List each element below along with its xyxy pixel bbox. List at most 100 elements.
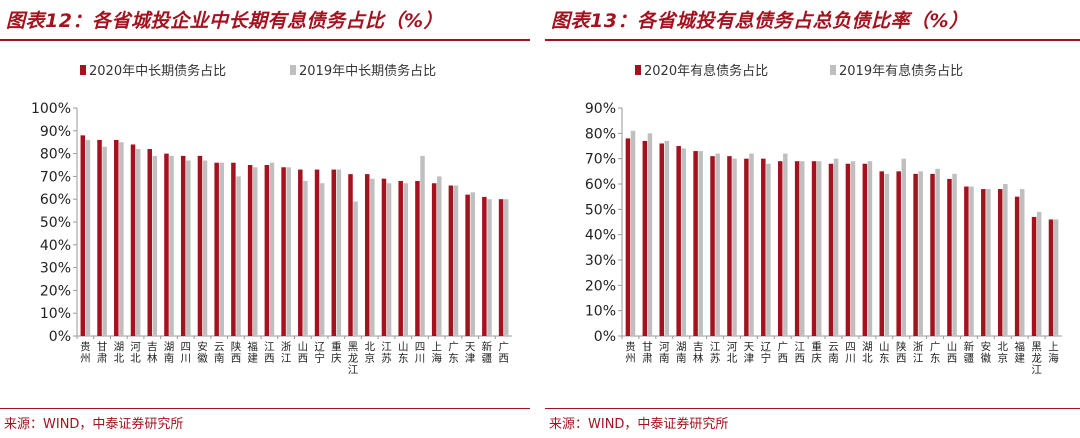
x-tick-label: 河北 (727, 341, 738, 365)
x-tick-label: 陕西 (231, 340, 242, 365)
bar-2020 (331, 169, 337, 336)
bar-2019 (1053, 219, 1059, 336)
bar-2020 (231, 162, 236, 336)
bar-2019 (453, 185, 459, 336)
y-tick-label: 60% (585, 177, 616, 193)
y-tick-label: 10% (585, 304, 616, 320)
bar-2019 (252, 167, 258, 336)
bar-2020 (727, 156, 732, 336)
x-tick-label: 天津 (744, 341, 755, 365)
x-tick-label: 四川 (181, 341, 192, 365)
bar-2020 (879, 171, 885, 336)
y-tick-label: 90% (585, 101, 616, 117)
bar-2020 (659, 143, 665, 336)
x-tick-label: 河北 (130, 341, 141, 365)
legend-label: 2020年有息债务占比 (644, 63, 768, 79)
bar-2020 (97, 139, 102, 336)
y-tick-label: 20% (585, 278, 616, 294)
x-tick-label: 新疆 (482, 340, 493, 365)
x-tick-label: 四川 (845, 341, 856, 365)
bar-2019 (319, 183, 325, 336)
bar-2019 (969, 186, 974, 336)
bar-2020 (676, 146, 681, 336)
bar-2019 (152, 155, 158, 336)
bar-2019 (386, 183, 392, 336)
bar-2020 (1014, 196, 1020, 336)
bar-2020 (114, 139, 119, 336)
x-tick-label: 甘肃 (97, 340, 108, 365)
x-tick-label: 福建 (247, 340, 258, 365)
y-tick-label: 20% (40, 283, 71, 299)
bar-2020 (761, 158, 766, 336)
chart-title: 图表12：各省城投企业中长期有息债务占比（%） (6, 10, 443, 32)
legend-swatch (635, 65, 641, 75)
bar-2020 (981, 189, 986, 336)
bar-2020 (693, 151, 698, 336)
legend-label: 2019年有息债务占比 (839, 63, 963, 79)
x-tick-label: 山西 (947, 341, 958, 365)
legend-label: 2019年中长期债务占比 (299, 63, 436, 79)
y-tick-label: 0% (594, 329, 616, 345)
bar-2019 (749, 153, 754, 336)
x-tick-label: 广东 (448, 341, 459, 365)
bar-2020 (197, 155, 203, 336)
bar-2019 (986, 189, 991, 336)
bar-2020 (997, 189, 1003, 336)
x-tick-label: 贵州 (625, 340, 636, 365)
x-tick-label: 江苏 (710, 341, 721, 365)
title-divider (545, 39, 1080, 41)
bar-2020 (862, 163, 868, 336)
bar-2019 (833, 158, 839, 336)
chart-panel-left: 图表12：各省城投企业中长期有息债务占比（%） 2020年中长期债务占比 2019… (0, 0, 530, 438)
x-tick-label: 陕西 (896, 340, 907, 365)
x-tick-label: 天津 (465, 341, 476, 365)
legend-swatch (830, 65, 836, 75)
x-tick-label: 甘肃 (642, 340, 653, 365)
x-tick-label: 上海 (431, 341, 442, 365)
bar-2020 (625, 138, 631, 336)
bar-2019 (952, 173, 957, 336)
x-tick-label: 吉林 (693, 341, 704, 365)
bar-2020 (710, 156, 715, 336)
y-tick-label: 70% (585, 152, 616, 168)
x-tick-label: 重庆 (811, 340, 822, 365)
y-tick-label: 70% (40, 169, 71, 185)
y-tick-label: 50% (40, 215, 71, 231)
chart-title: 图表13：各省城投有息债务占总负债比率（%） (551, 10, 969, 32)
bar-2019 (353, 201, 358, 336)
bar-2020 (811, 161, 817, 336)
x-tick-label: 山东 (398, 341, 409, 365)
bar-2020 (930, 173, 935, 336)
bar-2020 (642, 140, 648, 336)
y-tick-label: 30% (585, 253, 616, 269)
bar-2020 (164, 153, 169, 336)
bar-2020 (828, 163, 834, 336)
bar-2020 (415, 180, 420, 336)
x-tick-label: 河南 (659, 341, 670, 365)
bar-2019 (816, 161, 822, 336)
y-tick-label: 30% (40, 261, 71, 277)
x-tick-label: 山西 (298, 341, 309, 365)
bar-2020 (964, 186, 969, 336)
bar-2019 (135, 149, 141, 336)
x-tick-label: 黑龙江 (348, 341, 359, 376)
bar-2019 (766, 163, 771, 336)
bar-2019 (186, 160, 191, 336)
bar-2019 (630, 130, 636, 336)
x-tick-label: 云南 (828, 341, 839, 365)
bar-2020 (465, 194, 470, 336)
y-tick-label: 100% (31, 101, 71, 117)
bar-2020 (364, 174, 370, 336)
x-tick-label: 北京 (365, 341, 376, 365)
x-tick-label: 北京 (998, 341, 1009, 365)
bar-2020 (744, 158, 749, 336)
bar-2019 (503, 199, 509, 336)
bar-2020 (1048, 219, 1054, 336)
bar-2020 (381, 178, 387, 336)
x-tick-label: 浙江 (281, 341, 292, 365)
x-tick-label: 江苏 (381, 341, 392, 365)
source-divider (0, 408, 530, 409)
bar-2019 (698, 151, 703, 336)
bar-2019 (303, 180, 308, 336)
bar-2020 (845, 163, 851, 336)
